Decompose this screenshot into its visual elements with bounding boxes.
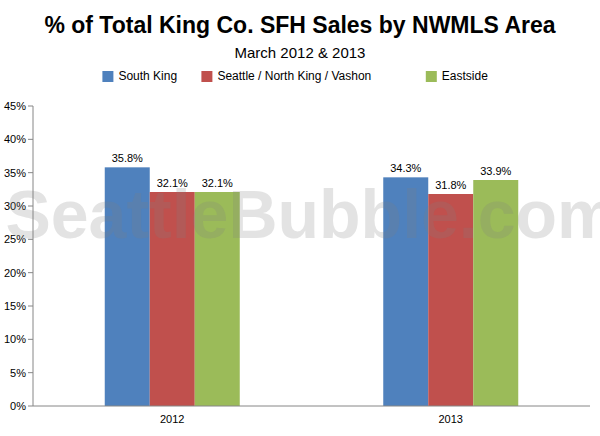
y-tick	[28, 406, 33, 407]
chart-container: % of Total King Co. SFH Sales by NWMLS A…	[0, 0, 600, 436]
data-label: 34.3%	[390, 162, 421, 174]
x-tick-label: 2013	[439, 413, 463, 425]
x-tick-label: 2012	[160, 413, 184, 425]
legend-swatch	[102, 71, 113, 82]
title: % of Total King Co. SFH Sales by NWMLS A…	[44, 12, 555, 38]
y-tick-label: 40%	[4, 133, 26, 145]
y-tick-label: 0%	[10, 400, 26, 412]
y-tick-label: 20%	[4, 267, 26, 279]
y-tick-label: 5%	[10, 367, 26, 379]
y-tick	[28, 106, 33, 107]
y-tick-label: 10%	[4, 333, 26, 345]
y-tick	[28, 339, 33, 340]
y-tick	[28, 372, 33, 373]
y-tick	[28, 306, 33, 307]
y-tick	[28, 272, 33, 273]
y-axis-line	[33, 106, 34, 406]
y-tick	[28, 172, 33, 173]
y-tick-label: 15%	[4, 300, 26, 312]
y-axis: 0%5%10%15%20%25%30%35%40%45%	[4, 100, 33, 412]
chart-svg: % of Total King Co. SFH Sales by NWMLS A…	[0, 0, 600, 436]
subtitle: March 2012 & 2013	[235, 44, 366, 61]
y-tick	[28, 139, 33, 140]
y-tick-label: 45%	[4, 100, 26, 112]
legend: South King Seattle / North King / Vashon E…	[102, 69, 488, 83]
x-axis-line	[33, 406, 590, 407]
legend-label: Seattle / North King / Vashon	[217, 69, 371, 83]
legend-swatch	[201, 71, 212, 82]
data-label: 35.8%	[112, 152, 143, 164]
legend-label: Eastside	[442, 69, 488, 83]
x-axis: 2012 2013	[33, 406, 590, 425]
legend-label: South King	[118, 69, 177, 83]
legend-swatch	[426, 71, 437, 82]
watermark: SeattleBubble.com	[5, 176, 600, 252]
